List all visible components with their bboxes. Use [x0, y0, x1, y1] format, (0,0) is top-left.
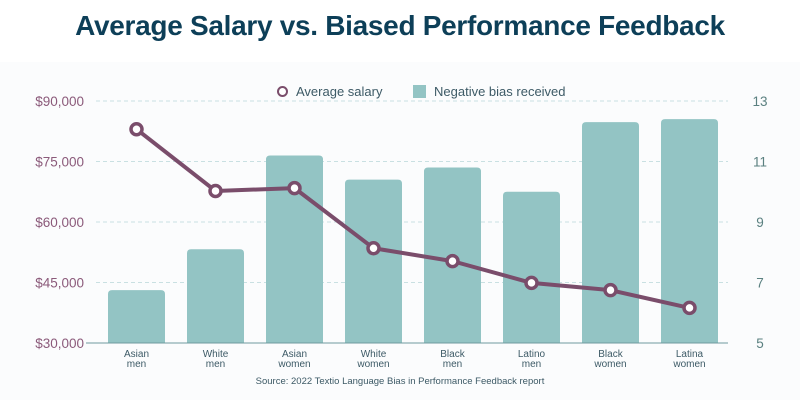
- x-tick-label-line: men: [443, 359, 462, 370]
- x-tick-label: White women: [356, 349, 389, 370]
- chart-title: Average Salary vs. Biased Performance Fe…: [75, 10, 725, 41]
- x-tick-label-line: women: [356, 359, 389, 370]
- x-tick-label: Latina women: [672, 349, 705, 370]
- bar-latino-men: [503, 191, 560, 343]
- x-tick-label-line: women: [593, 359, 626, 370]
- salary-polyline: [135, 127, 690, 310]
- salary-point-asian-men: [129, 121, 144, 137]
- salary-point-asian-women: [287, 180, 302, 196]
- x-tick-label-line: Asian: [282, 349, 307, 360]
- x-tick-label-line: women: [277, 359, 310, 370]
- source-note: Source: 2022 Textio Language Bias in Per…: [255, 376, 545, 387]
- left-tick-label: $30,000: [35, 336, 84, 351]
- salary-point-black-women: [603, 282, 618, 298]
- legend-item-negative-bias: Negative bias received: [413, 84, 566, 99]
- left-tick-label: $90,000: [35, 94, 84, 109]
- x-tick-label-line: Black: [440, 349, 465, 360]
- x-tick-label: Latino men: [518, 349, 546, 370]
- bar-asian-women: [266, 155, 323, 343]
- salary-point-latino-men: [524, 275, 539, 291]
- left-axis-ticks: $30,000 $45,000 $60,000 $75,000 $90,000: [35, 94, 84, 351]
- x-tick-label-line: Latino: [518, 349, 546, 360]
- right-tick-label: 13: [752, 94, 767, 109]
- salary-line: [135, 127, 690, 310]
- legend-label-negative-bias: Negative bias received: [434, 84, 566, 99]
- salary-point-black-men: [445, 253, 460, 269]
- salary-point-latina-women: [682, 300, 697, 316]
- bar-asian-men: [108, 290, 165, 343]
- left-tick-label: $60,000: [35, 215, 84, 230]
- left-tick-label: $75,000: [35, 155, 84, 170]
- x-tick-label: Black women: [593, 349, 626, 370]
- legend-item-average-salary: Average salary: [277, 84, 382, 99]
- salary-point-white-men: [208, 183, 223, 199]
- legend: Average salary Negative bias received: [0, 84, 800, 104]
- bar-latina-women: [661, 119, 718, 344]
- right-tick-label: 7: [756, 276, 764, 291]
- x-tick-label: Asian men: [124, 349, 149, 370]
- x-tick-label-line: men: [206, 359, 225, 370]
- x-tick-label-line: Asian: [124, 349, 149, 360]
- x-tick-label: White men: [203, 349, 229, 370]
- left-tick-label: $45,000: [35, 276, 84, 291]
- x-tick-label-line: women: [672, 359, 705, 370]
- circle-marker-icon: [277, 86, 288, 97]
- right-tick-label: 11: [753, 155, 767, 170]
- bar-black-women: [582, 122, 639, 343]
- right-axis-ticks: 5 7 9 11 13: [752, 94, 767, 351]
- x-tick-label-line: White: [361, 349, 387, 360]
- legend-label-average-salary: Average salary: [296, 84, 383, 99]
- x-tick-label-line: Black: [598, 349, 623, 360]
- bars: [108, 119, 718, 344]
- x-tick-label-line: White: [203, 349, 229, 360]
- salary-points: [129, 121, 697, 316]
- x-tick-label: Asian women: [277, 349, 310, 370]
- salary-point-white-women: [366, 240, 381, 256]
- x-tick-label: Black men: [440, 349, 465, 370]
- square-swatch-icon: [413, 85, 426, 98]
- x-tick-label-line: men: [127, 359, 146, 370]
- right-tick-label: 9: [756, 215, 764, 230]
- bar-white-women: [345, 179, 402, 343]
- x-tick-label-line: men: [522, 359, 541, 370]
- x-tick-label-line: Latina: [676, 349, 704, 360]
- right-tick-label: 5: [756, 336, 764, 351]
- bar-white-men: [187, 249, 244, 343]
